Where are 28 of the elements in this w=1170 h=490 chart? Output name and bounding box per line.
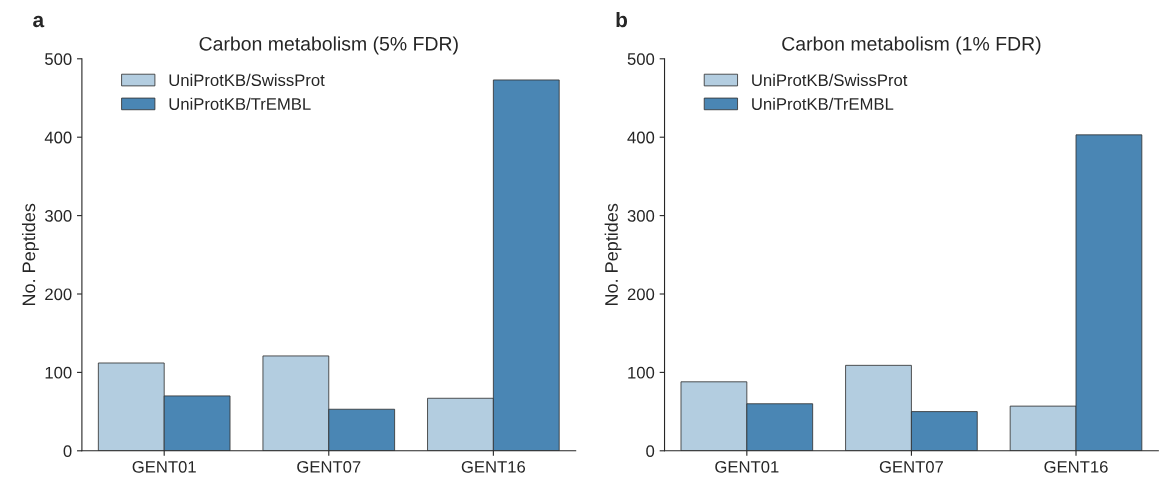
y-tick-label: 500 [45, 53, 72, 65]
y-tick-label: 200 [627, 288, 655, 301]
y-tick-label: 500 [627, 53, 655, 65]
y-tick-label: 200 [45, 288, 72, 301]
x-tick-label: GENT16 [1044, 460, 1108, 473]
x-tick-label: GENT16 [461, 460, 526, 473]
text: a [33, 15, 45, 28]
text: b [616, 11, 628, 28]
y-tick-label: 100 [45, 366, 72, 379]
legend-label: UniProtKB/TrEMBL [169, 97, 311, 110]
y-tick-label: 400 [627, 131, 655, 144]
y-axis-title: No. Peptides [21, 203, 39, 306]
y-tick-label: 400 [44, 131, 72, 144]
y-tick-label: 0 [63, 445, 72, 457]
chart-title: Carbon metabolism (5% FDR) [199, 36, 458, 55]
x-tick-label: GENT01 [715, 460, 779, 473]
x-tick-label: GENT01 [132, 460, 196, 473]
legend-label: UniProtKB/TrEMBL [752, 97, 894, 110]
chart-title: Carbon metabolism (1% FDR) [782, 36, 1041, 55]
y-tick-label: 100 [628, 366, 655, 379]
y-tick-label: 300 [627, 210, 655, 222]
y-tick-label: 0 [646, 445, 655, 457]
legend-label: UniProtKB/SwissProt [752, 73, 908, 87]
x-tick-label: GENT07 [879, 460, 943, 473]
legend-label: UniProtKB/SwissProt [169, 73, 325, 87]
y-tick-label: 300 [45, 210, 72, 222]
x-tick-label: GENT07 [297, 460, 361, 473]
y-axis-title: No. Peptides [604, 203, 622, 306]
